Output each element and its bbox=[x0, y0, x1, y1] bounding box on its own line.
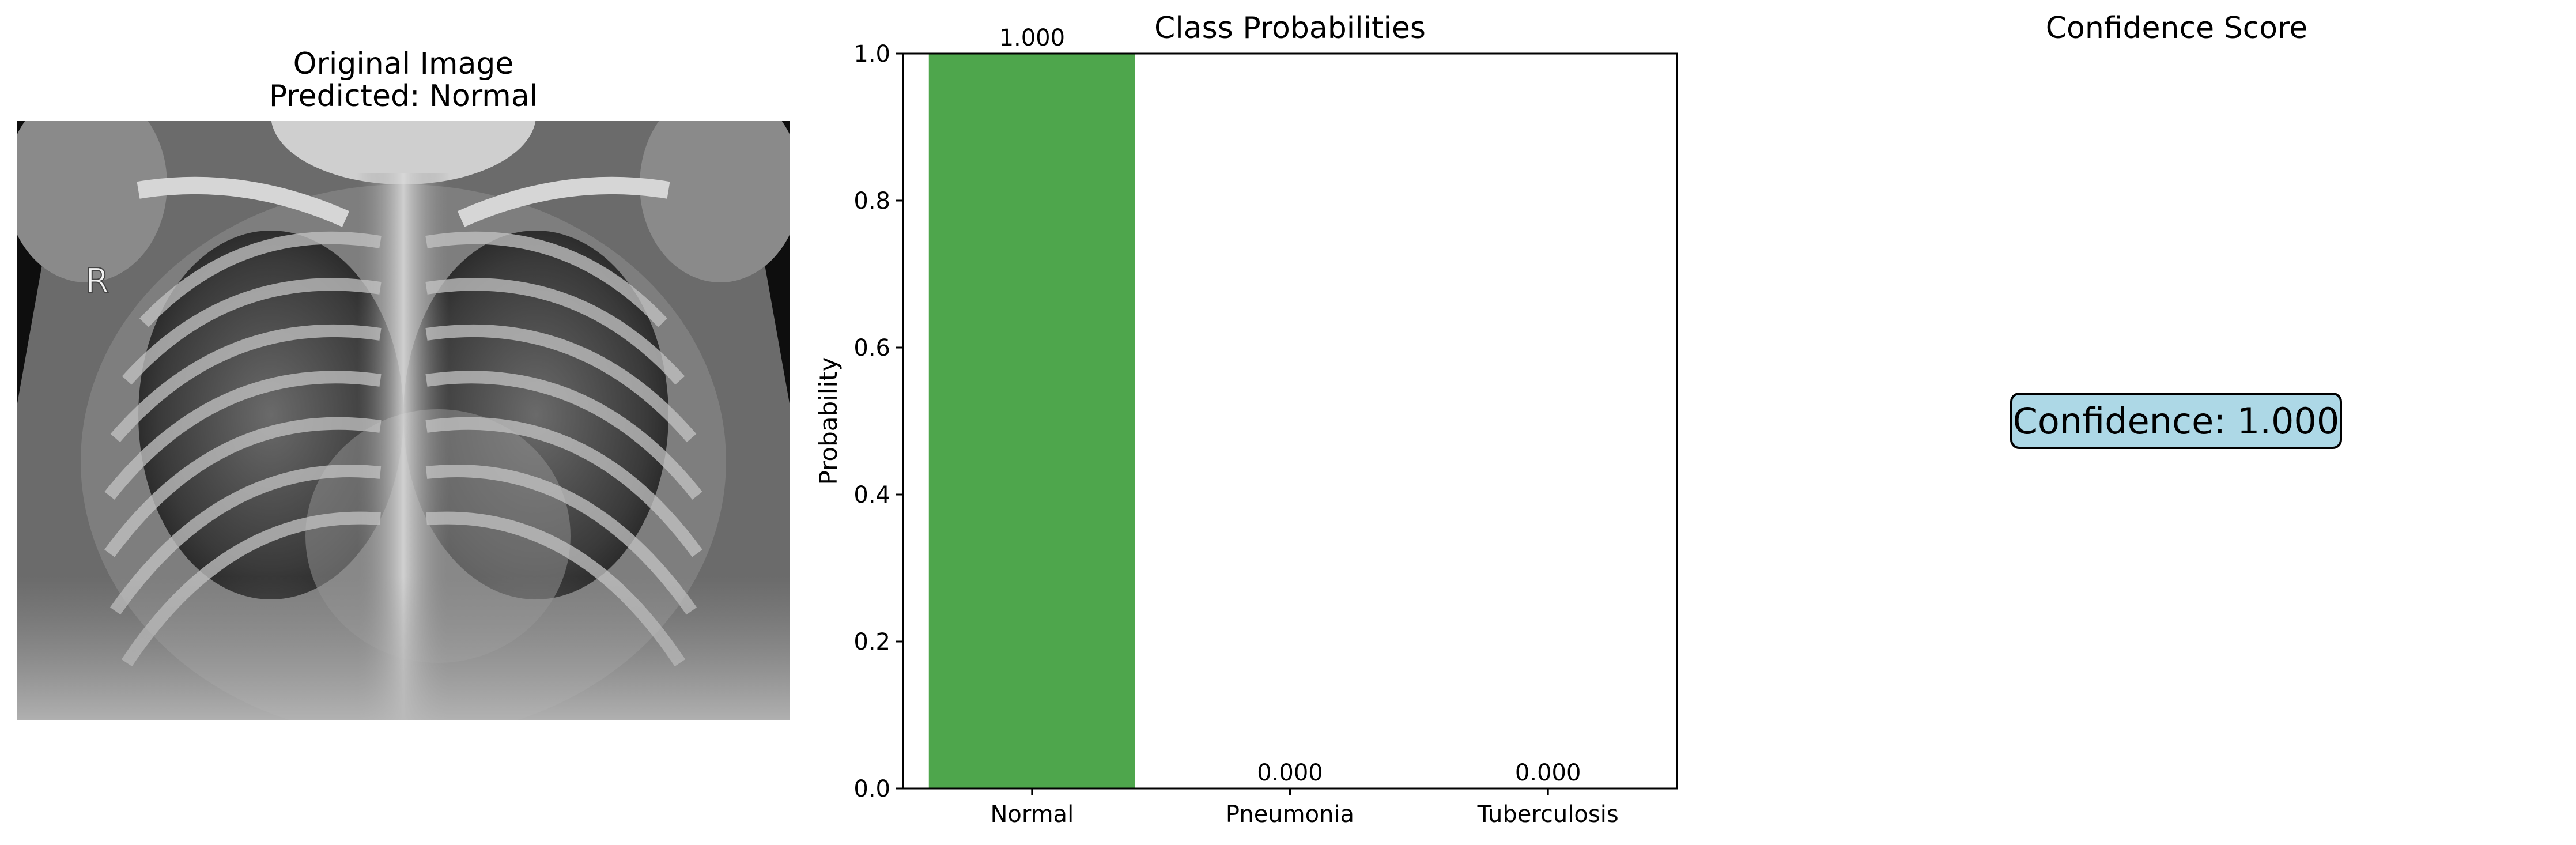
confidence-value: Confidence: 1.000 bbox=[2013, 400, 2340, 442]
y-tick-label: 0.2 bbox=[853, 629, 890, 655]
plot-area-frame bbox=[902, 52, 1678, 790]
bar-value-label: 0.000 bbox=[1257, 760, 1323, 786]
y-axis-ticks: 0.0 0.2 0.4 0.6 0.8 1.0 bbox=[853, 41, 903, 802]
y-tick-label: 0.0 bbox=[853, 776, 890, 802]
bar-series bbox=[928, 54, 1135, 789]
y-axis-label: Probability bbox=[814, 357, 843, 485]
bar-normal bbox=[928, 54, 1135, 789]
x-axis-ticks: Normal Pneumonia Tuberculosis bbox=[990, 789, 1619, 828]
bar-value-labels: 1.000 0.000 0.000 bbox=[999, 25, 1581, 786]
xray-side-marker: R bbox=[85, 261, 109, 301]
xray-image: R bbox=[17, 121, 790, 720]
bar-value-label: 0.000 bbox=[1515, 760, 1581, 786]
x-tick-label: Normal bbox=[990, 801, 1074, 828]
bar-chart: Class Probabilities Probability 1.000 0.0… bbox=[814, 11, 1678, 828]
image-title-line1: Original Image bbox=[293, 47, 514, 81]
y-tick-label: 1.0 bbox=[853, 41, 890, 67]
bar-value-label: 1.000 bbox=[999, 25, 1066, 51]
image-panel: Original Image Predicted: Normal bbox=[17, 47, 790, 720]
x-tick-label: Pneumonia bbox=[1226, 801, 1354, 828]
confidence-box bbox=[2010, 393, 2342, 449]
confidence-panel: Confidence Score Confidence: 1.000 bbox=[2010, 11, 2342, 449]
x-tick-label: Tuberculosis bbox=[1477, 801, 1619, 828]
y-tick-label: 0.6 bbox=[853, 335, 890, 361]
image-title-line2: Predicted: Normal bbox=[269, 79, 538, 114]
y-tick-label: 0.4 bbox=[853, 482, 890, 508]
confidence-title: Confidence Score bbox=[2046, 11, 2308, 46]
chart-title: Class Probabilities bbox=[1154, 11, 1426, 46]
y-tick-label: 0.8 bbox=[853, 188, 890, 214]
